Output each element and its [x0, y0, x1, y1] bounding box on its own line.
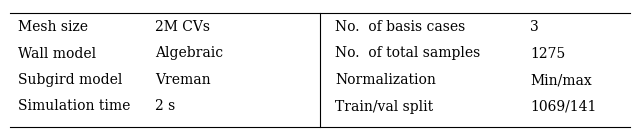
Text: Wall model: Wall model	[18, 46, 96, 60]
Text: 2M CVs: 2M CVs	[155, 20, 210, 34]
Text: Mesh size: Mesh size	[18, 20, 88, 34]
Text: 1069/141: 1069/141	[530, 99, 596, 114]
Text: Simulation time: Simulation time	[18, 99, 131, 114]
Text: Train/val split: Train/val split	[335, 99, 433, 114]
Text: No.  of basis cases: No. of basis cases	[335, 20, 465, 34]
Text: 1275: 1275	[530, 46, 565, 60]
Text: 3: 3	[530, 20, 539, 34]
Text: Normalization: Normalization	[335, 73, 436, 87]
Text: Min/max: Min/max	[530, 73, 592, 87]
Text: 2 s: 2 s	[155, 99, 175, 114]
Text: Subgird model: Subgird model	[18, 73, 122, 87]
Text: Algebraic: Algebraic	[155, 46, 223, 60]
Text: No.  of total samples: No. of total samples	[335, 46, 480, 60]
Text: Vreman: Vreman	[155, 73, 211, 87]
